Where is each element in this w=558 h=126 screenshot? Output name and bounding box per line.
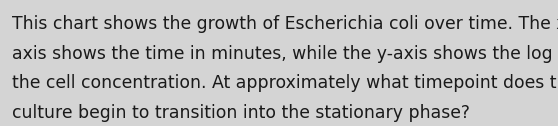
Text: This chart shows the growth of Escherichia coli over time. The x-: This chart shows the growth of Escherich… [12, 15, 558, 33]
Text: the cell concentration. At approximately what timepoint does the: the cell concentration. At approximately… [12, 74, 558, 92]
Text: culture begin to transition into the stationary phase?: culture begin to transition into the sta… [12, 104, 470, 122]
Text: axis shows the time in minutes, while the y-axis shows the log of: axis shows the time in minutes, while th… [12, 45, 558, 63]
